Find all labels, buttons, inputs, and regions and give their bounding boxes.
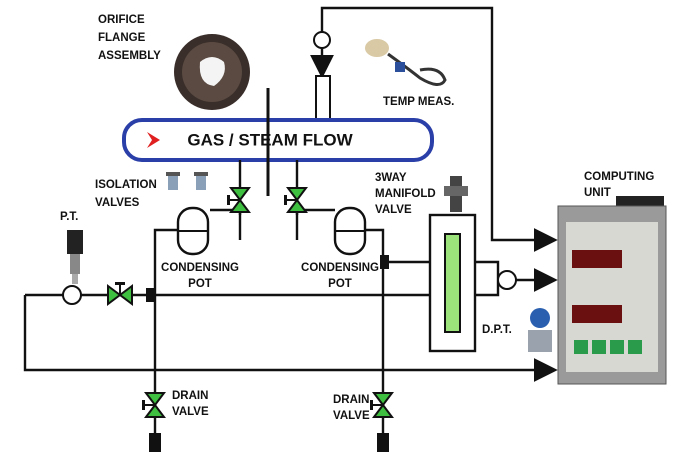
label: VALVE <box>333 410 370 422</box>
isolation-valve-image <box>166 172 208 190</box>
label: MANIFOLD <box>375 188 436 200</box>
isolation-valve <box>284 188 306 212</box>
label: FLANGE <box>98 32 146 44</box>
thermowell <box>316 76 330 120</box>
label: TEMP MEAS. <box>383 96 454 108</box>
label: ASSEMBLY <box>98 50 161 62</box>
label: ISOLATION <box>95 179 157 191</box>
label: DRAIN <box>333 394 369 406</box>
label: DRAIN <box>172 390 208 402</box>
signal-line <box>475 280 498 295</box>
label: CONDENSING <box>301 262 379 274</box>
signal-line <box>475 262 498 280</box>
flow-label: GAS / STEAM FLOW <box>187 130 353 149</box>
label: COMPUTING <box>584 171 654 183</box>
label: VALVE <box>172 406 209 418</box>
drain-stub <box>149 433 161 452</box>
computing-unit <box>558 196 666 384</box>
orifice-flange <box>174 34 250 110</box>
manifold-tube <box>445 234 460 332</box>
label: UNIT <box>584 187 611 199</box>
label: POT <box>328 278 352 290</box>
dpt-image <box>528 308 552 352</box>
junction <box>380 255 389 269</box>
drain-stub <box>377 433 389 452</box>
label: ORIFICE <box>98 14 145 26</box>
junction <box>146 288 156 302</box>
temp-sensor <box>365 39 445 85</box>
pressure-transmitter <box>67 230 83 284</box>
diagram: ORIFICE FLANGE ASSEMBLY TEMP MEAS. GAS /… <box>0 0 681 452</box>
manifold-image <box>444 176 468 212</box>
label: VALVE <box>375 204 412 216</box>
label: P.T. <box>60 211 78 223</box>
label: D.P.T. <box>482 324 512 336</box>
drain-valve <box>142 393 164 417</box>
transmitter-circle <box>498 271 516 289</box>
transmitter-circle <box>314 32 330 48</box>
drain-valve <box>370 393 392 417</box>
label: 3WAY <box>375 172 407 184</box>
transmitter-circle <box>63 286 81 304</box>
isolation-valve <box>227 188 249 212</box>
label: VALVES <box>95 197 140 209</box>
label: POT <box>188 278 212 290</box>
label: CONDENSING <box>161 262 239 274</box>
pt-valve <box>108 282 132 304</box>
page: {"labels":{"orifice":["ORIFICE","FLANGE"… <box>0 0 681 452</box>
